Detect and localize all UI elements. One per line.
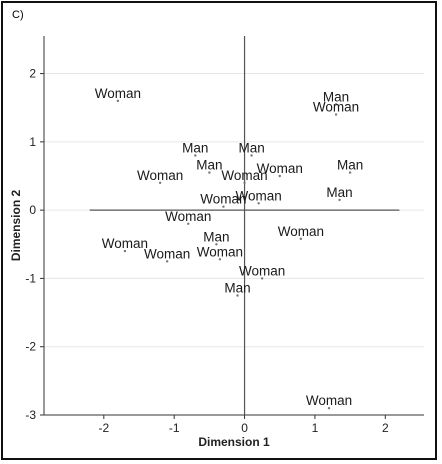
data-point-label: Man <box>323 89 349 104</box>
y-tick-label: -1 <box>25 271 36 285</box>
panel-label: C) <box>12 9 24 21</box>
data-point-label: Woman <box>257 161 303 176</box>
y-tick-label: 0 <box>29 203 36 217</box>
figure-frame: C) <box>1 1 437 460</box>
data-point <box>236 294 239 297</box>
data-point <box>218 258 222 261</box>
data-point-label: Woman <box>239 263 285 278</box>
data-point <box>299 237 303 241</box>
y-tick-label: -2 <box>25 340 36 354</box>
x-tick-label: -1 <box>169 421 180 435</box>
x-axis-title: Dimension 1 <box>198 435 270 449</box>
data-point <box>165 260 169 263</box>
data-point <box>123 249 127 253</box>
x-tick-label: 2 <box>382 421 389 435</box>
data-point <box>327 406 331 410</box>
data-point <box>250 154 253 157</box>
data-point <box>187 222 190 225</box>
data-point-label: Man <box>182 141 208 156</box>
y-tick-label: 2 <box>29 67 36 81</box>
data-point <box>158 181 162 185</box>
x-tick-label: 1 <box>312 421 319 435</box>
data-point-label: Woman <box>313 100 359 115</box>
data-point <box>257 202 260 205</box>
data-point-label: Woman <box>197 244 243 259</box>
data-point-label: Woman <box>221 168 267 183</box>
data-point-label: Man <box>224 280 250 295</box>
data-point-label: Man <box>203 229 229 244</box>
x-tick-label: 0 <box>241 421 248 435</box>
axes: -3 -2 -1 0 1 2 -2 -1 0 1 2 <box>25 36 424 435</box>
data-point <box>208 171 211 174</box>
y-axis-title: Dimension 2 <box>9 190 23 262</box>
data-point <box>222 205 225 208</box>
data-point <box>260 277 264 280</box>
data-point <box>348 171 352 174</box>
reference-lines <box>89 36 400 415</box>
data-point-label: Man <box>196 158 222 173</box>
y-tick-label: 1 <box>29 135 36 149</box>
data-point <box>278 174 281 178</box>
data-point <box>194 154 197 157</box>
x-tick-label: -2 <box>98 421 109 435</box>
y-tick-label: -3 <box>25 408 36 422</box>
data-point-label: Woman <box>200 192 246 207</box>
data-point-label: Woman <box>278 224 324 239</box>
data-point-label: Woman <box>144 246 190 261</box>
data-point-label: Woman <box>165 209 211 224</box>
data-point-label: Man <box>326 185 352 200</box>
data-point-label: Man <box>238 141 264 156</box>
data-point-label: Man <box>337 158 363 173</box>
data-point-label: Woman <box>95 86 141 101</box>
data-point-label: Woman <box>102 236 148 251</box>
data-point <box>334 103 338 106</box>
data-point-label: Woman <box>235 188 281 203</box>
data-point <box>334 113 338 116</box>
data-point <box>338 198 341 202</box>
data-point <box>116 99 120 103</box>
data-point-label: Woman <box>306 393 352 408</box>
data-point <box>243 181 246 185</box>
data-point-label: Woman <box>137 168 183 183</box>
data-point <box>215 243 218 246</box>
